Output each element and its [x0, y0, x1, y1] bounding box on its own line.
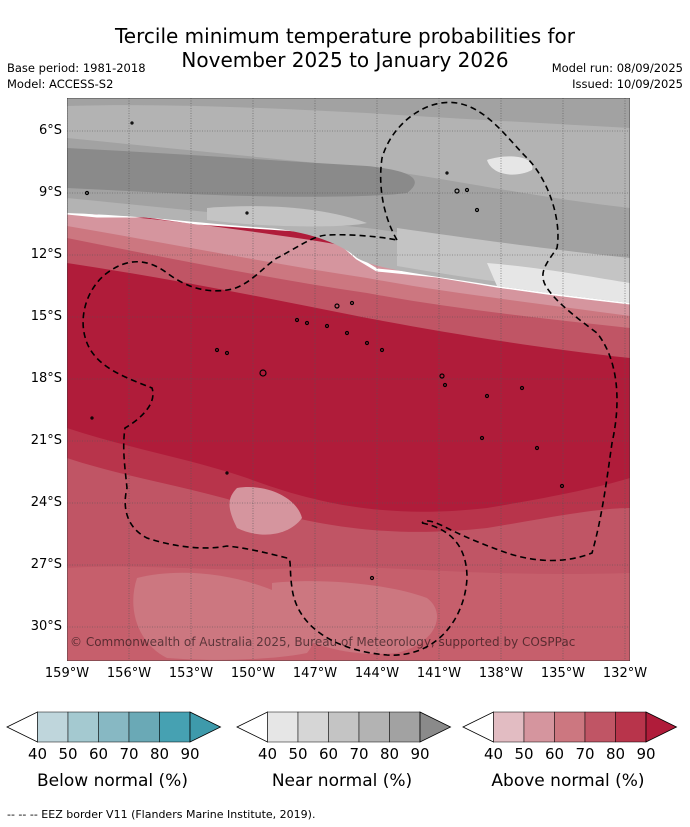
- near-normal-40-patch: [487, 156, 533, 175]
- colorbar-segment: [389, 711, 421, 743]
- above-normal-label: Above normal (%): [491, 771, 645, 791]
- colorbar-tick-label: 40: [27, 745, 48, 763]
- colorbar-extend-high: [419, 711, 452, 743]
- colorbar-segment: [128, 711, 160, 743]
- title-line-2: November 2025 to January 2026: [181, 48, 509, 72]
- lat-label: 6°S: [38, 123, 62, 138]
- colorbar-tick-label: 50: [58, 745, 78, 763]
- probability-map: © Commonwealth of Australia 2025, Bureau…: [67, 98, 630, 661]
- lat-label: 15°S: [30, 309, 62, 324]
- colorbar-segment: [328, 711, 360, 743]
- colorbar-segment: [358, 711, 390, 743]
- lon-label: 153°W: [168, 666, 214, 681]
- above-normal-50-north: [67, 213, 630, 316]
- colorbar-tick-label: 80: [379, 745, 400, 763]
- lon-label: 159°W: [44, 666, 90, 681]
- lon-label: 144°W: [354, 666, 400, 681]
- colorbar-segment: [159, 711, 191, 743]
- lon-label: 135°W: [540, 666, 586, 681]
- colorbars: [6, 711, 678, 743]
- near-normal-60-strip: [207, 206, 367, 227]
- lon-label: 150°W: [230, 666, 276, 681]
- model-name: Model: ACCESS-S2: [7, 77, 114, 91]
- colorbar-segment: [37, 711, 69, 743]
- run-info: Model run: 08/09/2025 Issued: 10/09/2025: [552, 60, 683, 92]
- colorbar-segment: [267, 711, 299, 743]
- colorbar-tick-label: 80: [149, 745, 170, 763]
- above-normal-60-patch: [133, 572, 315, 660]
- colorbar-segment: [523, 711, 555, 743]
- above-normal-colorbar: [462, 711, 678, 743]
- below-normal-label: Below normal (%): [37, 771, 188, 791]
- eez-borders: [82, 101, 618, 656]
- near-normal-40: [487, 263, 630, 303]
- near-normal-80-top: [67, 98, 630, 128]
- colorbar-segment: [493, 711, 525, 743]
- issued-date: Issued: 10/09/2025: [572, 77, 683, 91]
- colorbar-segment: [67, 711, 99, 743]
- near-normal-colorbar: [236, 711, 452, 743]
- colorbar-tick-label: 40: [483, 745, 504, 763]
- below-normal-colorbar: [6, 711, 222, 743]
- above-normal-60-patch-2: [272, 581, 437, 654]
- lat-label: 9°S: [38, 185, 62, 200]
- lat-label: 21°S: [30, 433, 62, 448]
- colorbar-extend-low: [462, 711, 494, 743]
- colorbar-extend-high: [189, 711, 222, 743]
- title-line-1: Tercile minimum temperature probabilitie…: [114, 24, 576, 48]
- lon-label: 147°W: [292, 666, 338, 681]
- colorbar-segment: [584, 711, 616, 743]
- lon-label: 138°W: [478, 666, 524, 681]
- colorbar-tick-label: 60: [318, 745, 339, 763]
- lat-label: 18°S: [30, 371, 62, 386]
- eez-legend: -- -- -- EEZ border V11 (Flanders Marine…: [7, 808, 316, 821]
- colorbar-segment: [615, 711, 647, 743]
- lat-label: 12°S: [30, 247, 62, 262]
- colorbar-tick-label: 90: [636, 745, 656, 763]
- colorbar-tick-label: 60: [544, 745, 565, 763]
- colorbar-tick-label: 90: [180, 745, 200, 763]
- colorbar-tick-label: 80: [605, 745, 626, 763]
- colorbar-tick-label: 50: [288, 745, 308, 763]
- near-normal-label: Near normal (%): [271, 771, 413, 791]
- near-normal-90: [67, 148, 415, 197]
- lon-label: 141°W: [416, 666, 462, 681]
- colorbar-extend-low: [236, 711, 268, 743]
- colorbar-tick-label: 50: [514, 745, 534, 763]
- colorbar-tick-label: 90: [410, 745, 430, 763]
- lat-label: 27°S: [30, 557, 62, 572]
- colorbar-tick-label: 70: [349, 745, 369, 763]
- base-period: Base period: 1981-2018: [7, 61, 146, 75]
- lon-label: 156°W: [106, 666, 152, 681]
- model-info: Base period: 1981-2018 Model: ACCESS-S2: [7, 60, 146, 92]
- model-run-date: Model run: 08/09/2025: [551, 61, 683, 75]
- colorbar-tick-label: 70: [119, 745, 139, 763]
- colorbar-segment: [554, 711, 586, 743]
- colorbar-segment: [297, 711, 329, 743]
- colorbar-segment: [98, 711, 130, 743]
- islands: [84, 121, 565, 581]
- colorbar-tick-label: 70: [575, 745, 595, 763]
- lat-label: 24°S: [30, 495, 62, 510]
- lon-label: 132°W: [602, 666, 648, 681]
- colorbar-extend-high: [645, 711, 678, 743]
- copyright-text: © Commonwealth of Australia 2025, Bureau…: [70, 635, 575, 649]
- above-normal-50-patch: [229, 487, 302, 535]
- colorbar-tick-label: 60: [88, 745, 109, 763]
- colorbar-tick-label: 40: [257, 745, 278, 763]
- map-title: Tercile minimum temperature probabilitie…: [0, 24, 690, 72]
- lat-label: 30°S: [30, 619, 62, 634]
- colorbar-extend-low: [6, 711, 38, 743]
